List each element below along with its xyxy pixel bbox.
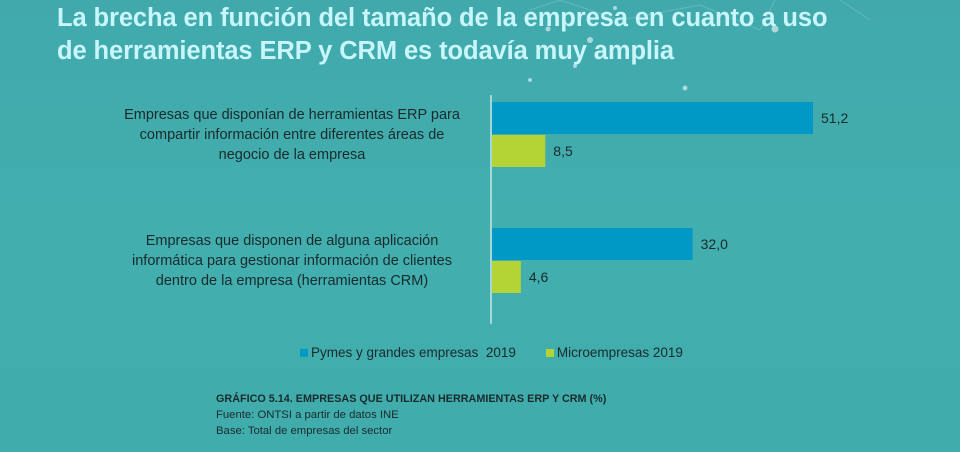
category-label-line: compartir información entre diferentes á… xyxy=(139,127,445,143)
chart-caption: GRÁFICO 5.14. EMPRESAS QUE UTILIZAN HERR… xyxy=(216,391,606,439)
bar-pymes-0 xyxy=(492,102,814,134)
bar-micro-1 xyxy=(492,261,521,293)
data-label-micro-1: 4,6 xyxy=(529,269,549,285)
legend-label-pymes: Pymes y grandes empresas 2019 xyxy=(311,345,516,360)
legend-swatch-micro xyxy=(545,348,554,357)
chart-legend: Pymes y grandes empresas 2019 Microempre… xyxy=(300,345,713,360)
category-label-crm: Empresas que disponen de alguna aplicaci… xyxy=(92,231,492,291)
caption-source: Fuente: ONTSI a partir de datos INE xyxy=(216,409,399,421)
page-title: La brecha en función del tamaño de la em… xyxy=(57,2,828,68)
category-label-erp: Empresas que disponían de herramientas E… xyxy=(92,105,492,165)
data-label-micro-0: 8,5 xyxy=(553,143,573,159)
legend-item-pymes: Pymes y grandes empresas 2019 xyxy=(300,345,516,360)
title-line-2: de herramientas ERP y CRM es todavía muy… xyxy=(57,37,674,65)
category-label-line: negocio de la empresa xyxy=(218,147,366,163)
data-label-pymes-0: 51,2 xyxy=(821,110,848,126)
title-line-1: La brecha en función del tamaño de la em… xyxy=(57,4,828,32)
category-label-line: Empresas que disponen de alguna aplicaci… xyxy=(145,233,439,249)
data-label-pymes-1: 32,0 xyxy=(701,236,728,252)
bar-micro-0 xyxy=(492,135,546,167)
category-label-line: informática para gestionar información d… xyxy=(132,253,452,269)
category-label-line: dentro de la empresa (herramientas CRM) xyxy=(155,273,429,289)
category-label-line: Empresas que disponían de herramientas E… xyxy=(124,107,460,123)
legend-swatch-pymes xyxy=(300,348,308,357)
caption-base: Base: Total de empresas del sector xyxy=(216,425,393,437)
legend-item-micro: Microempresas 2019 xyxy=(545,345,683,360)
legend-label-micro: Microempresas 2019 xyxy=(556,345,683,360)
bar-pymes-1 xyxy=(492,228,693,260)
caption-title: GRÁFICO 5.14. EMPRESAS QUE UTILIZAN HERR… xyxy=(216,393,607,405)
